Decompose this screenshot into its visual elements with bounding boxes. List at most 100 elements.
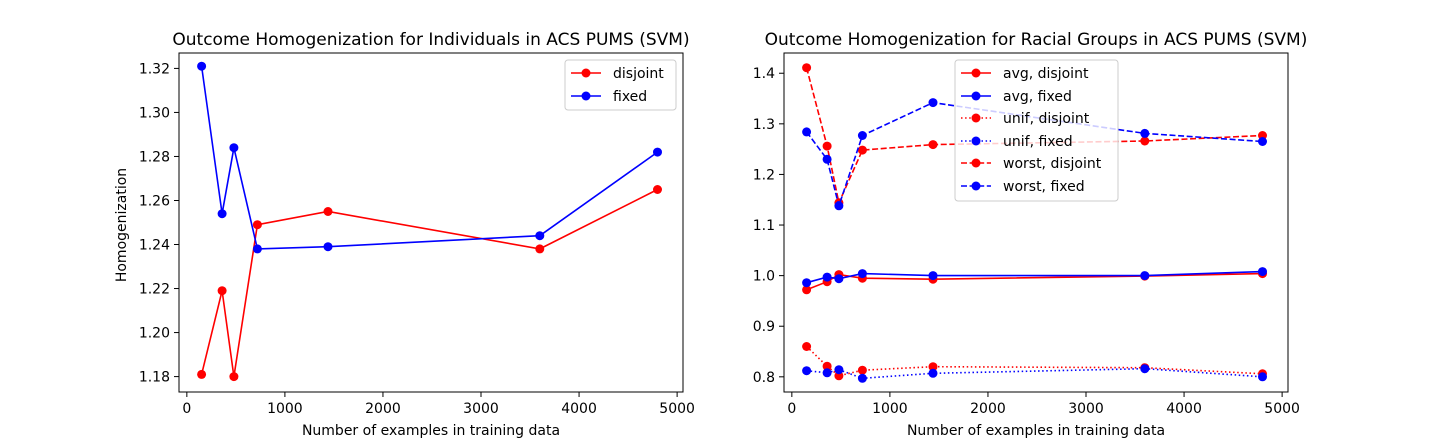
- data-point-worst-fixed: [857, 131, 867, 140]
- data-point-unif-fixed: [822, 368, 832, 378]
- y-tick-label: 0.9: [753, 319, 775, 335]
- data-point-avg-fixed: [857, 269, 867, 279]
- data-point-avg-fixed: [928, 271, 938, 281]
- data-point-disjoint: [323, 207, 333, 216]
- legend-label-avg-disjoint: avg, disjoint: [1003, 66, 1089, 82]
- legend-label-worst-disjoint: worst, disjoint: [1003, 156, 1102, 172]
- chart-individuals: Outcome Homogenization for Individuals i…: [114, 30, 695, 439]
- legend-label-unif-disjoint: unif, disjoint: [1003, 111, 1090, 127]
- legend-box: [954, 59, 1119, 202]
- x-axis-label: Number of examples in training data: [302, 423, 560, 439]
- data-point-worst-fixed: [822, 154, 832, 164]
- x-tick-label: 1000: [872, 401, 908, 417]
- x-tick-label: 0: [787, 401, 796, 417]
- y-tick-label: 1.26: [139, 193, 170, 209]
- legend-marker-unif-disjoint: [971, 113, 981, 123]
- data-point-avg-fixed: [822, 272, 832, 282]
- chart-racial-groups: Outcome Homogenization for Racial Groups…: [753, 30, 1308, 439]
- plot-frame: [178, 52, 684, 393]
- y-tick-label: 1.32: [139, 61, 170, 77]
- series-fixed: [197, 61, 662, 254]
- data-point-worst-disjoint: [928, 140, 938, 150]
- legend-label-disjoint: disjoint: [613, 66, 664, 82]
- x-tick-label: 0: [182, 401, 191, 417]
- legend-marker-worst-fixed: [971, 181, 981, 191]
- series-layer: [802, 63, 1267, 383]
- data-point-unif-fixed: [802, 366, 812, 376]
- y-tick-label: 1.3: [753, 117, 775, 133]
- data-point-unif-disjoint: [928, 362, 938, 372]
- y-tick-label: 1.30: [139, 105, 170, 121]
- data-point-fixed: [197, 61, 207, 71]
- y-tick-label: 1.0: [753, 269, 775, 285]
- data-point-fixed: [252, 244, 262, 254]
- x-tick-label: 2000: [365, 401, 401, 417]
- data-point-worst-fixed: [802, 127, 812, 137]
- y-tick-label: 1.2: [753, 167, 775, 183]
- data-point-worst-disjoint: [1140, 136, 1150, 146]
- data-point-worst-fixed: [928, 98, 938, 108]
- data-point-disjoint: [197, 369, 207, 379]
- legend-label-unif-fixed: unif, fixed: [1003, 134, 1073, 150]
- data-point-worst-fixed: [1140, 128, 1150, 138]
- x-tick-label: 4000: [1166, 401, 1202, 417]
- data-point-disjoint: [653, 185, 662, 194]
- data-point-unif-disjoint: [822, 361, 832, 371]
- series-layer: [197, 61, 662, 382]
- chart-title: Outcome Homogenization for Individuals i…: [172, 30, 689, 50]
- legend-marker-fixed: [581, 91, 591, 101]
- series-worst-fixed: [802, 98, 1267, 211]
- x-axis-label: Number of examples in training data: [907, 423, 1165, 439]
- legend-label-fixed: fixed: [613, 89, 647, 105]
- y-axis-label: Homogenization: [114, 168, 130, 282]
- data-point-fixed: [535, 231, 545, 241]
- legend: avg, disjoint avg, fixed unif, disjoint …: [954, 59, 1119, 202]
- y-tick-label: 1.4: [753, 66, 775, 82]
- y-tick-label: 1.20: [139, 326, 170, 342]
- legend: disjoint fixed: [564, 59, 677, 111]
- legend-label-worst-fixed: worst, fixed: [1003, 179, 1085, 195]
- data-point-unif-disjoint: [857, 365, 867, 375]
- data-point-avg-fixed: [834, 274, 844, 284]
- data-point-disjoint: [535, 244, 545, 254]
- data-point-worst-fixed: [834, 201, 844, 211]
- plot-frame: [783, 52, 1289, 393]
- legend-marker-worst-disjoint: [971, 158, 981, 168]
- data-point-unif-disjoint: [802, 342, 812, 351]
- data-point-worst-disjoint: [802, 63, 812, 73]
- legend-marker-unif-fixed: [971, 136, 981, 146]
- legend-marker-disjoint: [581, 68, 591, 78]
- y-tick-label: 0.8: [753, 370, 775, 386]
- y-tick-label: 1.24: [139, 238, 170, 254]
- axis-ticks: 0 1000 2000 3000 4000 5000 0.8 0.9 1.0 1.1 1.2 1.3 1…: [753, 66, 1300, 417]
- data-point-worst-disjoint: [822, 141, 832, 151]
- x-tick-label: 4000: [561, 401, 597, 417]
- data-point-fixed: [229, 143, 239, 153]
- x-tick-label: 1000: [267, 401, 303, 417]
- data-point-unif-fixed: [928, 368, 938, 378]
- legend-marker-avg-disjoint: [971, 68, 981, 78]
- x-tick-label: 2000: [970, 401, 1006, 417]
- legend-label-avg-fixed: avg, fixed: [1003, 89, 1072, 105]
- legend-marker-avg-fixed: [971, 91, 981, 101]
- series-unif-fixed: [802, 364, 1267, 383]
- x-tick-label: 5000: [659, 401, 695, 417]
- data-point-unif-fixed: [857, 373, 867, 383]
- data-point-avg-fixed: [802, 278, 812, 288]
- y-tick-label: 1.1: [753, 218, 775, 234]
- data-point-worst-disjoint: [857, 145, 867, 155]
- axis-ticks: 0 1000 2000 3000 4000 5000 1.18 1.20 1.22 1.24 1.2…: [139, 61, 695, 417]
- y-tick-label: 1.28: [139, 149, 170, 165]
- data-point-disjoint: [217, 286, 227, 296]
- series-avg-fixed: [802, 267, 1267, 288]
- data-point-unif-fixed: [1140, 364, 1150, 374]
- x-tick-label: 5000: [1264, 401, 1300, 417]
- data-point-avg-fixed: [1140, 271, 1150, 281]
- data-point-avg-disjoint: [802, 285, 812, 295]
- data-point-unif-fixed: [834, 365, 844, 375]
- y-tick-label: 1.18: [139, 370, 170, 386]
- data-point-avg-fixed: [1258, 267, 1267, 277]
- series-disjoint: [197, 185, 662, 382]
- data-point-worst-fixed: [1258, 137, 1267, 146]
